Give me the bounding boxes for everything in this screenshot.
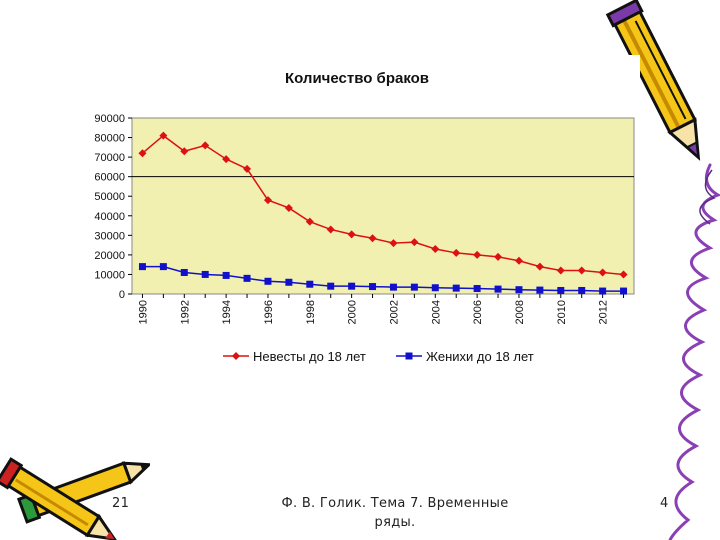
data-point-brides — [243, 164, 252, 173]
pencil-icon-top-right — [605, 0, 701, 161]
x-tick-label: 2002 — [388, 300, 400, 324]
data-point-grooms — [557, 286, 565, 294]
data-point-grooms — [515, 286, 523, 294]
footer-caption: Ф. В. Голик. Тема 7. Временные ряды. — [281, 496, 509, 530]
data-point-grooms — [578, 286, 586, 294]
data-point-brides — [368, 234, 377, 243]
chart-container: Количество браков 0 10000 20000 30000 40000 50… — [88, 55, 640, 373]
data-point-grooms — [599, 287, 607, 295]
data-point-grooms — [389, 283, 397, 291]
data-point-brides — [180, 147, 189, 156]
x-tick-label: 1992 — [179, 300, 191, 324]
page-number: 4 — [660, 496, 669, 511]
data-point-grooms — [452, 284, 460, 292]
data-point-grooms — [138, 263, 146, 271]
data-point-grooms — [369, 283, 377, 291]
data-point-brides — [514, 256, 523, 265]
y-tick-label: 10000 — [94, 269, 125, 281]
y-tick-label: 40000 — [94, 211, 125, 223]
y-tick-label: 20000 — [94, 250, 125, 262]
x-tick-label: 1996 — [263, 300, 275, 324]
data-point-grooms — [327, 282, 335, 290]
data-point-brides — [389, 239, 398, 248]
series-line-1 — [141, 134, 624, 276]
plot-area — [131, 117, 635, 295]
data-point-grooms — [264, 277, 272, 285]
data-point-brides — [494, 252, 503, 261]
data-point-brides — [431, 245, 440, 254]
slide-number: 21 — [112, 496, 130, 511]
chart-title: Количество браков — [285, 70, 429, 87]
x-tick-label: 2010 — [556, 300, 568, 324]
legend-label-1: Невесты до 18 лет — [253, 349, 366, 364]
data-point-brides — [222, 155, 231, 164]
data-point-brides — [598, 268, 607, 277]
data-point-grooms — [201, 270, 209, 278]
x-tick-label: 2006 — [472, 300, 484, 324]
y-tick-label: 70000 — [94, 152, 125, 164]
data-point-brides — [138, 149, 147, 158]
y-tick-label: 0 — [119, 289, 125, 301]
x-tick-label: 1994 — [221, 300, 233, 324]
data-point-grooms — [306, 280, 314, 288]
x-tick-label: 1990 — [137, 300, 149, 324]
data-point-grooms — [620, 287, 628, 295]
data-point-brides — [556, 266, 565, 275]
data-point-grooms — [536, 286, 544, 294]
data-point-grooms — [410, 283, 418, 291]
data-point-brides — [263, 196, 272, 205]
y-tick-label: 50000 — [94, 191, 125, 203]
data-point-grooms — [159, 263, 167, 271]
data-point-grooms — [431, 284, 439, 292]
data-point-grooms — [243, 274, 251, 282]
data-point-grooms — [285, 278, 293, 286]
data-point-grooms — [348, 282, 356, 290]
data-point-brides — [201, 141, 210, 150]
x-tick-label: 2012 — [598, 300, 610, 324]
legend-marker-brides — [232, 352, 240, 360]
y-tick-label: 80000 — [94, 133, 125, 145]
data-point-brides — [347, 230, 356, 239]
data-point-brides — [619, 270, 628, 279]
data-point-brides — [452, 248, 461, 257]
x-tick-label: 2000 — [347, 300, 359, 324]
y-tick-label: 30000 — [94, 230, 125, 242]
chart: Количество браков 0 10000 20000 30000 40000 50… — [94, 70, 635, 364]
x-tick-label: 1998 — [305, 300, 317, 324]
data-point-brides — [410, 238, 419, 247]
pencils-icon-bottom-left — [0, 457, 150, 540]
x-tick-label: 2008 — [514, 300, 526, 324]
data-point-brides — [305, 217, 314, 226]
data-point-brides — [159, 131, 168, 140]
purple-squiggle-right — [668, 163, 720, 540]
data-point-brides — [535, 262, 544, 271]
data-point-grooms — [180, 268, 188, 276]
x-tick-label: 2004 — [430, 300, 442, 324]
data-point-grooms — [494, 285, 502, 293]
data-point-grooms — [473, 285, 481, 293]
legend-label-2: Женихи до 18 лет — [426, 349, 534, 364]
data-point-brides — [284, 203, 293, 212]
data-point-brides — [577, 266, 586, 275]
data-point-brides — [473, 250, 482, 259]
y-tick-label: 90000 — [94, 113, 125, 125]
legend-marker-grooms — [405, 352, 413, 360]
data-point-grooms — [222, 271, 230, 279]
y-tick-label: 60000 — [94, 172, 125, 184]
data-point-brides — [326, 225, 335, 234]
